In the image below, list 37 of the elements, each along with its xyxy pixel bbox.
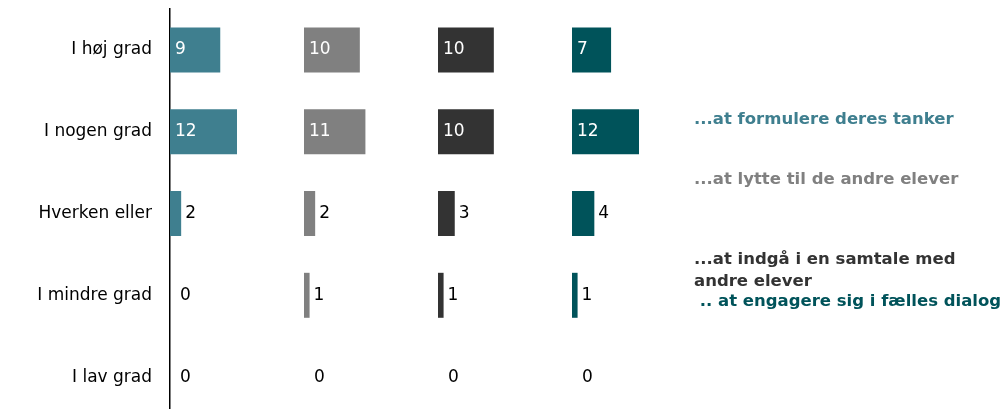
text: .. at engagere sig i fælles dialog xyxy=(698,290,1003,312)
data-label: 0 xyxy=(314,365,325,386)
bar xyxy=(304,27,360,73)
data-label: 12 xyxy=(175,120,197,141)
text: ...at lytte til de andre elever xyxy=(694,168,960,190)
data-label: 10 xyxy=(309,38,331,59)
text: ...at formulere deres tanker xyxy=(694,108,955,130)
y-tick-label: I mindre grad xyxy=(37,283,152,304)
bar xyxy=(572,272,578,318)
data-label: 11 xyxy=(309,120,331,141)
bar xyxy=(572,191,595,236)
data-label: 12 xyxy=(577,120,599,141)
data-label: 7 xyxy=(577,38,588,59)
y-tick-label: I lav grad xyxy=(71,365,152,386)
y-tick-label: Hverken eller xyxy=(38,201,152,222)
bar xyxy=(304,191,316,236)
bar xyxy=(304,272,310,318)
data-label: 0 xyxy=(448,365,459,386)
data-label: 2 xyxy=(319,201,330,222)
text: ...at indgå i en samtale med andre elever xyxy=(694,248,957,292)
data-label: 1 xyxy=(581,283,593,304)
bar xyxy=(304,109,366,155)
data-label: 0 xyxy=(582,365,593,386)
data-label: 10 xyxy=(443,38,465,59)
data-label: 1 xyxy=(447,283,459,304)
data-label: 10 xyxy=(443,120,465,141)
data-label: 2 xyxy=(185,201,196,222)
data-label: 9 xyxy=(175,38,186,59)
data-label: 1 xyxy=(313,283,325,304)
data-label: 4 xyxy=(598,201,610,222)
data-label: 0 xyxy=(180,283,191,304)
bar xyxy=(572,27,612,73)
data-label: 0 xyxy=(180,365,191,386)
y-tick-label: I nogen grad xyxy=(43,120,152,141)
y-tick-label: I høj grad xyxy=(71,38,152,59)
data-label: 3 xyxy=(458,201,470,222)
bar xyxy=(572,109,639,155)
